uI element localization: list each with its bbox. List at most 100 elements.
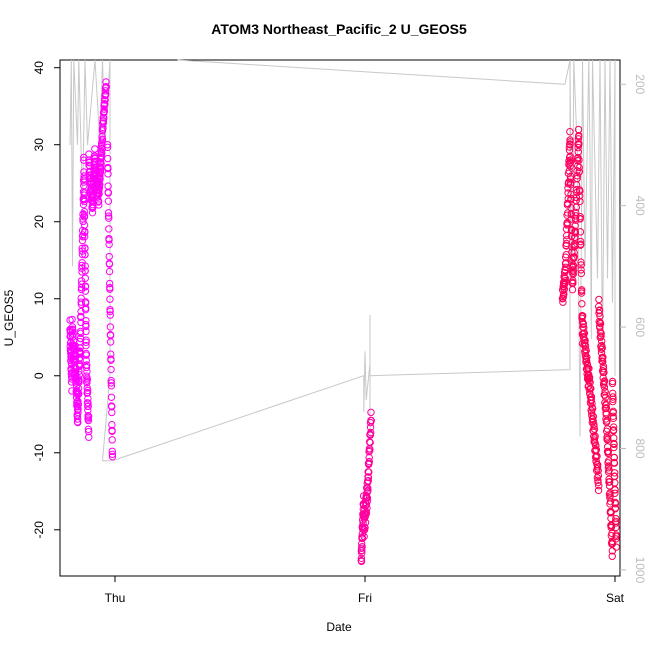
data-point [563,209,572,217]
data-point [573,174,581,183]
data-point [74,418,82,427]
data-point [603,417,611,425]
data-point [566,128,574,136]
data-point [105,214,113,222]
data-point [600,377,609,385]
data-point [108,450,117,459]
data-point [562,231,571,240]
data-point [565,167,573,175]
data-point [589,412,598,421]
data-point [611,519,620,527]
data-point [81,228,89,237]
data-point [365,457,374,466]
data-point [91,145,99,153]
data-point [576,212,585,221]
data-point [104,197,113,205]
data-point [581,342,590,350]
data-point [596,319,605,328]
data-point [603,436,611,444]
data-point [106,307,114,316]
data-point [77,318,85,327]
data-point [80,181,88,190]
data-point [599,364,608,373]
data-point [611,504,620,512]
data-point [574,143,582,152]
data-point [107,356,115,364]
data-point [84,412,93,420]
data-point [75,361,84,369]
data-point [581,336,589,345]
data-point [80,207,89,216]
data-point [77,300,86,308]
data-point [104,154,112,163]
data-point [363,497,372,505]
data-point [612,514,620,523]
data-point [107,403,116,411]
data-point [367,416,375,425]
data-point [575,140,583,148]
data-point [83,389,92,397]
data-point [578,286,586,294]
data-point [68,323,77,331]
data-point [101,100,109,108]
data-point [569,267,578,275]
data-point [367,408,375,417]
data-point [566,138,574,146]
y-tick-label: -20 [32,521,46,539]
data-point [606,497,615,506]
data-point [575,168,584,176]
data-point [588,404,597,413]
y2-tick-label: 800 [633,439,647,459]
data-point [611,469,619,477]
data-point [83,379,91,387]
data-point [95,201,103,209]
data-point [569,279,577,287]
data-point [562,259,570,267]
data-point [577,261,585,269]
data-point [588,399,596,408]
data-point [99,117,108,125]
data-point [103,141,112,149]
data-point [89,194,97,202]
data-point [82,341,90,350]
data-point [595,295,603,304]
data-point [84,416,93,425]
data-point [74,397,82,406]
y2-tick-label: 1000 [633,557,647,584]
data-point [108,447,116,456]
data-point [572,216,580,224]
data-point [364,484,372,492]
y-tick-label: -10 [32,444,46,462]
data-point [104,164,112,173]
data-point [593,452,601,460]
data-point [571,229,580,237]
data-point [575,192,584,200]
data-point [81,267,89,275]
data-point [69,333,77,341]
data-point [107,382,116,390]
data-point [106,311,114,319]
data-point [75,390,83,398]
data-point [576,228,585,236]
data-point [563,236,571,244]
data-point [80,233,89,241]
data-point [98,135,107,144]
data-point [361,518,370,527]
data-point [579,319,588,328]
data-point [105,236,113,244]
data-point [570,253,579,261]
data-point [366,438,374,447]
data-point [611,500,620,508]
data-point [611,479,619,487]
data-point [84,427,93,436]
data-point [580,324,588,332]
data-point [600,368,608,377]
data-point [105,225,113,233]
data-point [104,189,113,197]
data-point [364,473,373,482]
data-point [102,90,110,98]
data-point [587,396,595,404]
data-point [82,349,91,358]
data-point [83,367,91,376]
data-point [68,315,76,324]
